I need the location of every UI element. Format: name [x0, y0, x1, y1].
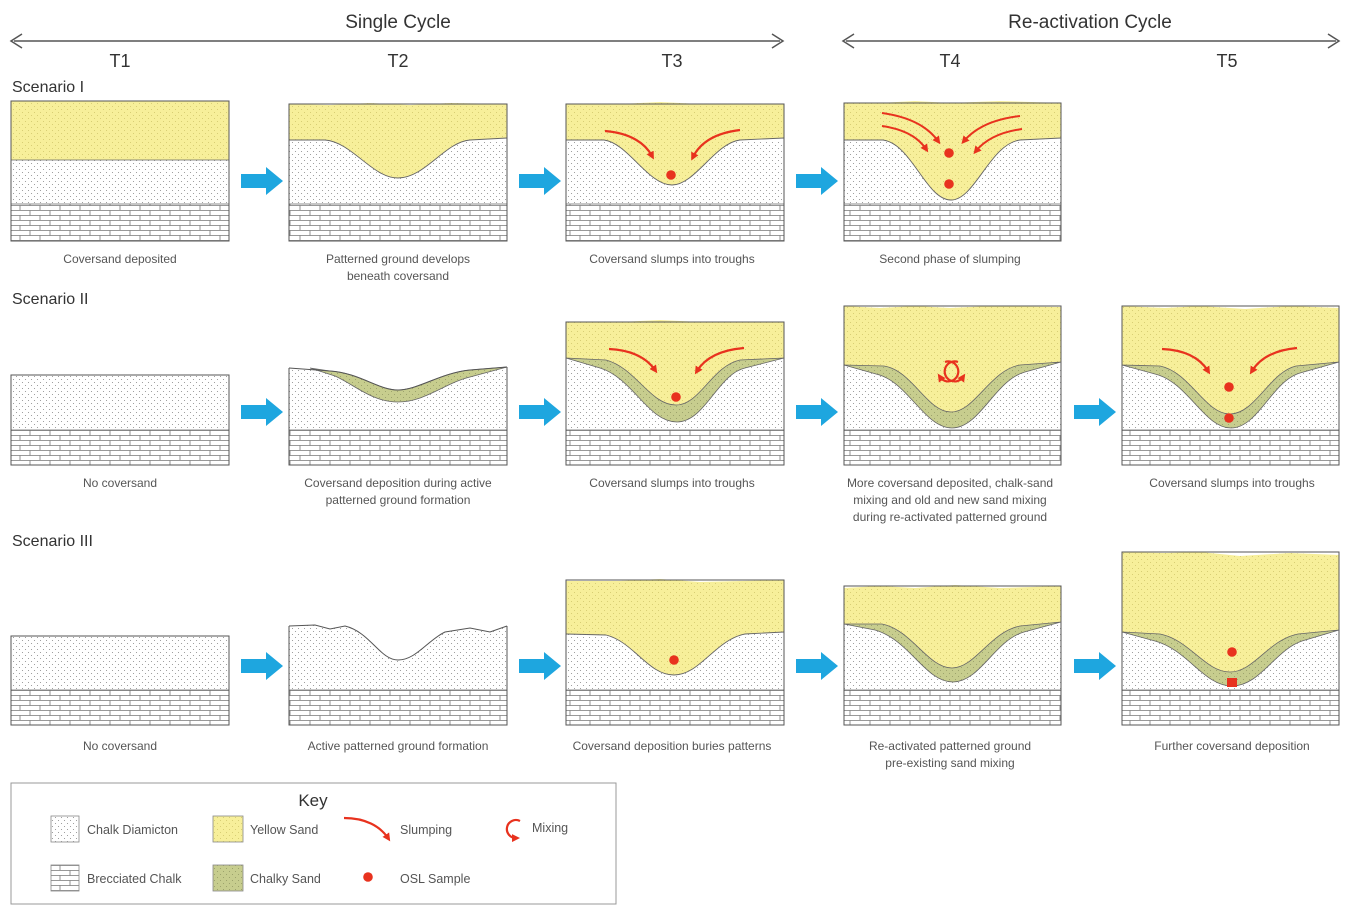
key-mixing: Mixing [532, 821, 568, 835]
panel-s3-t2 [289, 625, 507, 725]
scenario-3-label: Scenario III [12, 533, 93, 550]
transition-arrow [1074, 652, 1116, 680]
brecciated-chalk-swatch [51, 865, 79, 891]
key-chalky-sand: Chalky Sand [250, 872, 321, 886]
reactivation-cycle-label: Re-activation Cycle [1008, 12, 1172, 33]
osl-sample-dot [944, 148, 954, 158]
key-box: Key Chalk Diamicton Yellow Sand Slumping… [11, 783, 616, 904]
caption-s2-t4-line3: during re-activated patterned ground [853, 510, 1047, 524]
chalk-diamicton-swatch [51, 816, 79, 842]
panel-s2-t3 [566, 320, 784, 465]
caption-s3-t4-line2: pre-existing sand mixing [885, 756, 1014, 770]
key-chalk-diamicton: Chalk Diamicton [87, 823, 178, 837]
transition-arrow [796, 398, 838, 426]
panel-s3-t1 [11, 636, 229, 725]
osl-sample-dot [944, 179, 954, 189]
caption-s3-t4-line1: Re-activated patterned ground [869, 739, 1031, 753]
panel-s2-t1 [11, 375, 229, 465]
key-title: Key [298, 791, 328, 810]
osl-sample-dot [671, 392, 681, 402]
transition-arrow [796, 652, 838, 680]
key-yellow-sand: Yellow Sand [250, 823, 318, 837]
column-header-t4: T4 [939, 51, 960, 71]
panel-s3-t4 [844, 585, 1061, 725]
osl-sample-icon [363, 872, 373, 882]
key-slumping: Slumping [400, 823, 452, 837]
osl-sample-dot [669, 655, 679, 665]
caption-s3-t1: No coversand [83, 739, 157, 753]
panel-s2-t4 [844, 306, 1061, 465]
caption-s2-t1: No coversand [83, 476, 157, 490]
scenario-1-label: Scenario I [12, 79, 84, 96]
osl-sample-marker [1227, 678, 1237, 687]
panel-s1-t3 [566, 102, 784, 241]
key-brecciated-chalk: Brecciated Chalk [87, 872, 182, 886]
transition-arrow [241, 398, 283, 426]
transition-arrow [1074, 398, 1116, 426]
column-header-t5: T5 [1216, 51, 1237, 71]
osl-sample-dot [1224, 413, 1234, 423]
transition-arrow [519, 652, 561, 680]
panel-s1-t2 [289, 103, 507, 241]
panel-s2-t5 [1122, 306, 1339, 465]
caption-s2-t4-line1: More coversand deposited, chalk-sand [847, 476, 1053, 490]
scenario-2-label: Scenario II [12, 291, 88, 308]
transition-arrow [519, 167, 561, 195]
caption-s1-t2-line1: Patterned ground develops [326, 252, 470, 266]
yellow-sand-swatch [213, 816, 243, 842]
panel-s3-t5 [1122, 552, 1339, 725]
single-cycle-label: Single Cycle [345, 12, 451, 33]
panel-s1-t4 [844, 101, 1061, 241]
panel-s2-t2 [289, 367, 507, 465]
caption-s1-t1: Coversand deposited [63, 252, 176, 266]
panel-s3-t3 [566, 579, 784, 725]
column-header-t3: T3 [661, 51, 682, 71]
osl-sample-dot [1224, 382, 1234, 392]
caption-s2-t5: Coversand slumps into troughs [1149, 476, 1314, 490]
caption-s2-t2-line1: Coversand deposition during active [304, 476, 492, 490]
key-osl-sample: OSL Sample [400, 872, 470, 886]
caption-s2-t3: Coversand slumps into troughs [589, 476, 754, 490]
reactivation-cycle-arrow [843, 34, 1339, 48]
caption-s3-t5: Further coversand deposition [1154, 739, 1309, 753]
caption-s3-t2: Active patterned ground formation [308, 739, 489, 753]
caption-s2-t4-line2: mixing and old and new sand mixing [853, 493, 1046, 507]
column-header-t2: T2 [387, 51, 408, 71]
transition-arrow [241, 167, 283, 195]
caption-s1-t4: Second phase of slumping [879, 252, 1020, 266]
panel-s1-t1 [11, 101, 229, 241]
chalky-sand-swatch [213, 865, 243, 891]
osl-sample-dot [666, 170, 676, 180]
caption-s3-t3: Coversand deposition buries patterns [573, 739, 772, 753]
transition-arrow [796, 167, 838, 195]
transition-arrow [519, 398, 561, 426]
caption-s1-t2-line2: beneath coversand [347, 269, 449, 283]
single-cycle-arrow [11, 34, 783, 48]
caption-s2-t2-line2: patterned ground formation [326, 493, 471, 507]
osl-sample-dot [1227, 647, 1237, 657]
caption-s1-t3: Coversand slumps into troughs [589, 252, 754, 266]
transition-arrow [241, 652, 283, 680]
column-header-t1: T1 [109, 51, 130, 71]
